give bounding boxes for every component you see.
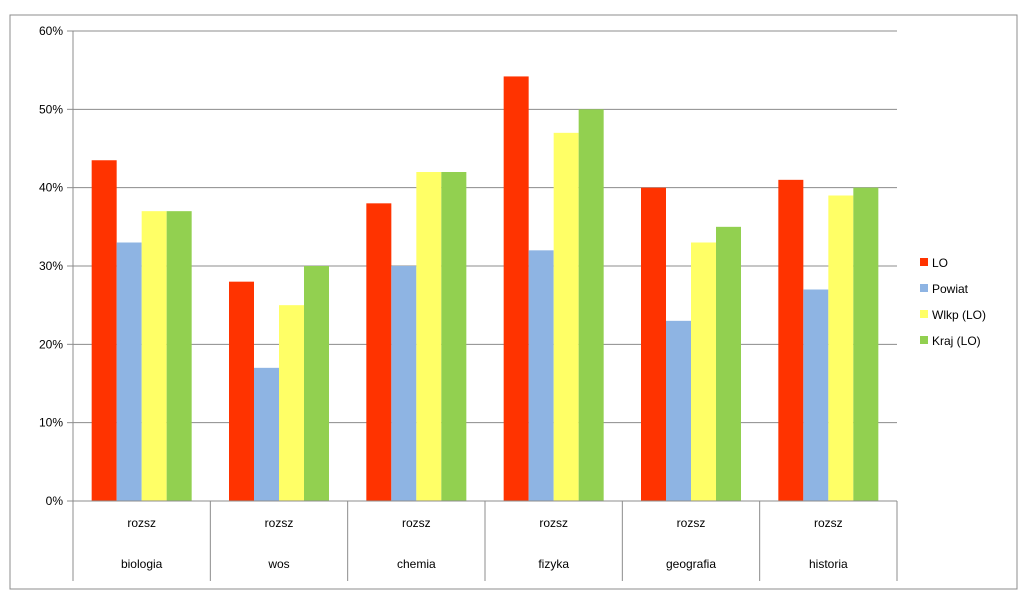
bar-powiat-geografia [666,320,691,501]
y-tick-label: 10% [39,416,63,430]
bar-powiat-chemia [391,266,417,501]
x-tick-label-level: rozsz [677,516,706,530]
bar-wlkp-lo-fizyka [553,132,579,502]
y-tick-label: 30% [39,259,63,273]
bar-kraj-lo-historia [853,187,879,501]
legend-swatch-wlkp-lo [920,310,928,318]
bar-powiat-fizyka [528,250,554,501]
bar-lo-fizyka [503,76,529,501]
bar-wlkp-lo-geografia [691,242,716,501]
legend-swatch-kraj-lo [920,336,928,344]
legend-label-wlkp-lo: Wlkp (LO) [932,308,986,322]
bars [91,76,879,502]
y-tick-label: 20% [39,337,63,351]
y-tick-label: 0% [46,494,64,508]
bar-kraj-lo-geografia [716,226,741,502]
bar-lo-biologia [91,160,117,501]
legend-label-lo: LO [932,256,948,270]
x-tick-label-level: rozsz [127,516,156,530]
y-tick-label: 60% [39,24,63,38]
bar-wlkp-lo-historia [828,195,854,501]
bar-powiat-biologia [116,242,142,501]
bar-kraj-lo-biologia [166,211,192,501]
bar-wlkp-lo-biologia [141,211,167,501]
x-tick-label-level: rozsz [539,516,568,530]
x-tick-label-level: rozsz [814,516,843,530]
bar-lo-chemia [366,203,392,502]
legend-label-kraj-lo: Kraj (LO) [932,334,981,348]
y-tick-label: 40% [39,181,63,195]
bar-kraj-lo-wos [304,266,329,501]
bar-wlkp-lo-wos [279,305,304,501]
legend-swatch-powiat [920,284,928,292]
bar-lo-geografia [641,187,666,501]
x-tick-label-subject: wos [267,557,289,571]
y-tick-label: 50% [39,102,63,116]
x-tick-label-level: rozsz [265,516,294,530]
x-tick-label-subject: historia [809,557,848,571]
bar-powiat-historia [803,289,829,501]
x-tick-label-subject: biologia [121,557,163,571]
bar-kraj-lo-chemia [441,172,467,501]
bar-wlkp-lo-chemia [416,172,442,501]
x-tick-label-subject: fizyka [538,557,569,571]
legend: LO Powiat Wlkp (LO) Kraj (LO) [920,256,986,348]
legend-swatch-lo [920,258,928,266]
legend-label-powiat: Powiat [932,282,969,296]
x-tick-label-level: rozsz [402,516,431,530]
bar-kraj-lo-fizyka [578,109,604,501]
bar-lo-historia [778,179,804,502]
bar-lo-wos [229,281,254,501]
x-tick-label-subject: geografia [666,557,716,571]
axes: 0% 10% 20% 30% 40% 50% 60% rozsz biologia rozsz wo… [39,24,898,581]
bar-powiat-wos [254,367,279,501]
x-tick-label-subject: chemia [397,557,436,571]
